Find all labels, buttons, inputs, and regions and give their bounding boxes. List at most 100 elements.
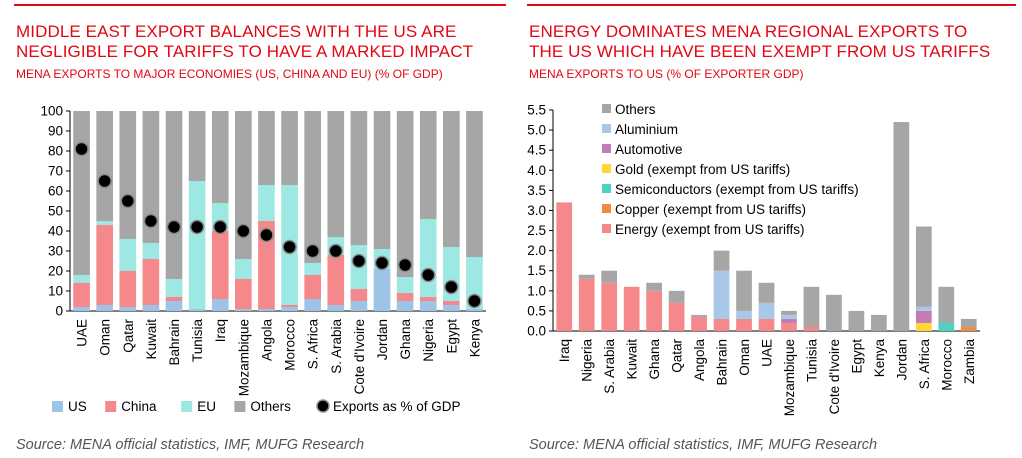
bar-segment-china-uae <box>73 283 90 307</box>
bar-segment-others-mozambique <box>235 111 252 259</box>
bar-segment-us-mozambique <box>235 309 252 311</box>
x-category-label: Nigeria <box>421 319 436 362</box>
bar-segment-us-ghana <box>396 301 414 311</box>
bar-segment-us-kenya <box>466 309 483 311</box>
x-category-label: Oman <box>98 319 113 356</box>
x-category-label: Angola <box>259 319 274 362</box>
x-category-label: Egypt <box>444 319 459 354</box>
bar-segment-us-iraq <box>211 299 229 311</box>
bar-segment-china-iraq <box>211 231 229 299</box>
x-category-label: Angola <box>692 339 707 382</box>
x-category-label: Tunisia <box>190 319 205 363</box>
legend-label-aluminium: Aluminium <box>615 122 678 137</box>
bar-segment-others-egypt <box>848 310 865 331</box>
bar-segment-china-oman <box>96 225 113 305</box>
bar-segment-us-oman <box>96 305 113 311</box>
bar-segment-others-iraq <box>211 111 229 203</box>
legend-swatch-copper-exempt-from-us-tariffs <box>602 204 611 213</box>
bar-segment-eu-s-africa <box>304 263 321 275</box>
legend-swatch-gold-exempt-from-us-tariffs <box>602 164 611 173</box>
legend-swatch-automotive <box>602 144 611 153</box>
bar-segment-eu-angola <box>258 185 275 221</box>
x-category-label: Jordan <box>375 319 390 360</box>
bar-segment-others-morocco <box>938 286 955 323</box>
bar-segment-others-tunisia <box>188 111 206 181</box>
exports-gdp-marker-cote-d-ivoire <box>351 253 367 269</box>
left-title-line2: NEGLIGIBLE FOR TARIFFS TO HAVE A MARKED … <box>16 42 474 61</box>
bar-segment-eu-uae <box>73 275 90 283</box>
bar-segment-eu-ghana <box>396 277 414 293</box>
legend-swatch-china <box>105 401 117 412</box>
x-category-label: Kuwait <box>144 319 159 360</box>
bar-segment-others-nigeria <box>419 111 437 219</box>
bar-segment-china-mozambique <box>235 279 252 309</box>
x-category-label: Jordan <box>894 339 909 380</box>
exports-gdp-marker-tunisia <box>189 219 205 235</box>
x-category-label: S. Africa <box>917 339 932 390</box>
legend-swatch-aluminium <box>602 124 611 133</box>
bar-segment-others-uae <box>758 282 775 303</box>
legend-label-us: US <box>68 399 87 414</box>
bar-segment-others-egypt <box>443 111 460 247</box>
bar-segment-energy-exempt-from-us-tariffs-mozambique <box>781 322 797 331</box>
right-title-line2: THE US WHICH HAVE BEEN EXEMPT FROM US TA… <box>529 42 991 61</box>
y-tick-label: 2.0 <box>527 243 546 258</box>
bar-segment-aluminium-s-africa <box>915 306 932 311</box>
y-tick-label: 100 <box>40 104 63 119</box>
bar-segment-us-egypt <box>443 305 460 311</box>
bar-segment-others-bahrain <box>165 111 183 279</box>
bar-segment-china-angola <box>258 221 275 309</box>
x-category-label: Kuwait <box>625 339 640 380</box>
bar-segment-others-cote-d-ivoire <box>350 111 368 245</box>
x-category-label: S. Arabia <box>329 319 344 374</box>
legend-marker-exports-gdp <box>316 399 330 413</box>
legend-label-gold-exempt-from-us-tariffs: Gold (exempt from US tariffs) <box>615 162 790 177</box>
bar-segment-aluminium-oman <box>736 310 752 319</box>
exports-gdp-marker-kuwait <box>143 213 159 229</box>
bar-segment-others-tunisia <box>803 286 820 327</box>
bar-segment-automotive-s-africa <box>915 310 932 323</box>
y-tick-label: 40 <box>48 224 63 239</box>
x-category-label: Kenya <box>467 319 482 358</box>
bar-segment-aluminium-uae <box>758 302 775 319</box>
bar-segment-automotive-mozambique <box>781 318 797 323</box>
legend-label-others: Others <box>250 399 291 414</box>
bar-segment-us-kuwait <box>142 305 160 311</box>
bar-segment-energy-exempt-from-us-tariffs-iraq <box>556 202 573 331</box>
left-stacked-bar-chart: 0 10 20 30 40 50 60 70 80 90 100 UAE Oman Qatar Kuwait… <box>40 104 486 414</box>
exports-gdp-marker-bahrain <box>166 219 182 235</box>
bar-segment-others-s-africa <box>304 111 321 263</box>
legend-label-china: China <box>121 399 157 414</box>
legend-swatch-others <box>234 401 246 412</box>
exports-gdp-marker-mozambique <box>236 223 251 239</box>
bar-segment-others-kuwait <box>142 111 160 243</box>
bar-segment-copper-exempt-from-us-tariffs-zambia <box>960 326 977 331</box>
x-category-label: Cote d'Ivoire <box>827 339 842 414</box>
x-category-label: Morocco <box>939 339 954 391</box>
bar-segment-energy-exempt-from-us-tariffs-nigeria <box>578 278 595 331</box>
bar-segment-us-nigeria <box>419 301 437 311</box>
x-category-label: Tunisia <box>804 339 819 383</box>
bar-segment-us-cote-d-ivoire <box>350 301 368 311</box>
bar-segment-energy-exempt-from-us-tariffs-qatar <box>668 302 685 331</box>
exports-gdp-marker-qatar <box>120 193 136 209</box>
bar-segment-eu-qatar <box>119 239 137 271</box>
y-tick-label: 10 <box>48 284 63 299</box>
bar-segment-aluminium-mozambique <box>781 314 797 319</box>
bar-segment-us-s-africa <box>304 299 321 311</box>
bar-segment-others-cote-d-ivoire <box>826 294 842 331</box>
bar-segment-china-morocco <box>281 305 298 307</box>
x-category-label: Egypt <box>849 339 864 374</box>
y-tick-label: 1.0 <box>527 283 546 298</box>
bar-segment-others-angola <box>258 111 275 185</box>
bar-segment-energy-exempt-from-us-tariffs-kuwait <box>623 286 640 331</box>
right-stacked-bar-chart: 0.0 0.5 1.0 1.5 2.0 2.5 3.0 3.5 4.0 4.5 5.0 5.5 Iraq… <box>527 102 980 416</box>
exports-gdp-marker-egypt <box>444 279 459 295</box>
bar-segment-others-s-arabia <box>327 111 345 237</box>
bar-segment-eu-bahrain <box>165 279 183 297</box>
x-category-label: Iraq <box>213 319 228 342</box>
bar-segment-eu-kuwait <box>142 243 160 259</box>
y-tick-label: 2.5 <box>527 223 546 238</box>
x-category-label: Mozambique <box>236 319 251 396</box>
exports-gdp-marker-morocco <box>282 239 297 255</box>
